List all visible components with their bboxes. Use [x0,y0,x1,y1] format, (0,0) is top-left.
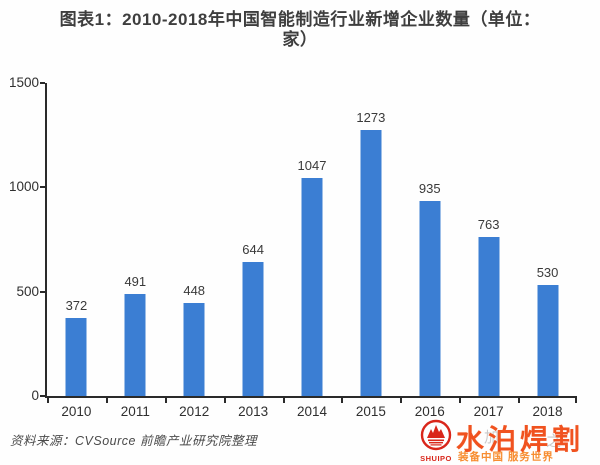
x-axis-tick [47,398,49,403]
x-axis-label: 2015 [355,404,386,419]
plot-area: 372 2010 491 2011 448 2012 644 2013 1047 2014 1273… [9,75,577,419]
bar-value-label: 1273 [356,110,386,125]
shuipo-logo: SHUIPO [418,419,454,463]
x-axis-tick [341,398,344,403]
x-axis-tick [518,398,521,403]
bar [478,237,500,396]
bar [301,178,323,396]
x-axis-label: 2013 [238,404,269,419]
bar-value-label: 763 [477,217,500,232]
bar-group: 644 2013 [224,83,283,419]
chart-title: 图表1：2010-2018年中国智能制造行业新增企业数量（单位： 家） [0,10,600,50]
bar-value-label: 448 [183,283,206,298]
x-axis-tick [282,398,285,403]
bar [419,201,441,396]
source-note: 资料来源：CVSource 前瞻产业研究院整理 [10,434,257,448]
x-axis-label: 2018 [532,404,563,419]
x-axis-label: 2011 [120,404,150,419]
y-axis-tick [40,395,45,397]
x-axis-tick [223,398,226,403]
bar [242,262,264,396]
y-axis-label: 0 [31,388,39,403]
y-axis-label: 500 [16,283,39,299]
x-axis-tick [105,398,108,403]
bar [124,294,146,396]
y-axis-tick [40,82,45,84]
y-axis-label: 1000 [8,179,39,195]
x-axis-label: 2014 [296,404,327,419]
bar-group: 448 2012 [165,83,224,419]
x-axis-label: 2017 [473,404,504,419]
chart-title-line2: 家） [282,30,318,49]
bar-group: 1273 2015 [341,83,400,419]
watermark: 加 之 SHUIPO 水泊焊割 装备中国 服务世界 [418,416,598,464]
bar-value-label: 935 [418,181,441,196]
watermark-tagline: 装备中国 服务世界 [458,451,554,463]
bar-group: 763 2017 [459,83,518,419]
x-axis-label: 2016 [414,404,445,419]
x-axis-tick [575,398,577,403]
bar-value-label: 530 [536,265,559,280]
bar [65,318,87,396]
bar-value-label: 372 [65,298,88,313]
bar-value-label: 644 [242,242,264,257]
bar-value-label: 491 [124,274,147,289]
y-axis-label: 1500 [8,75,39,90]
bar-group: 372 2010 [47,83,106,419]
bar-group: 530 2018 [518,83,577,419]
bar [360,130,382,396]
x-axis-tick [400,398,403,403]
x-axis-label: 2010 [61,404,92,419]
shuipo-logo-text: SHUIPO [420,454,452,463]
faint-watermark-char: 加 [484,429,500,446]
watermark-brand: 水泊焊割 [456,424,585,455]
mountain-logo-icon [420,419,452,451]
x-axis-tick [164,398,167,403]
bar [537,285,559,396]
bar-group: 1047 2014 [283,83,342,419]
x-axis-label: 2012 [179,404,210,419]
bar-group: 491 2011 [106,83,165,419]
bar [183,303,205,396]
y-axis-tick [40,290,45,293]
bar-group: 935 2016 [400,83,459,419]
faint-watermark-char: 之 [546,433,562,450]
bar-value-label: 1047 [297,158,327,173]
y-axis-tick [40,186,45,189]
chart-title-line1: 图表1：2010-2018年中国智能制造行业新增企业数量（单位： [59,10,541,29]
x-axis-tick [459,398,462,403]
